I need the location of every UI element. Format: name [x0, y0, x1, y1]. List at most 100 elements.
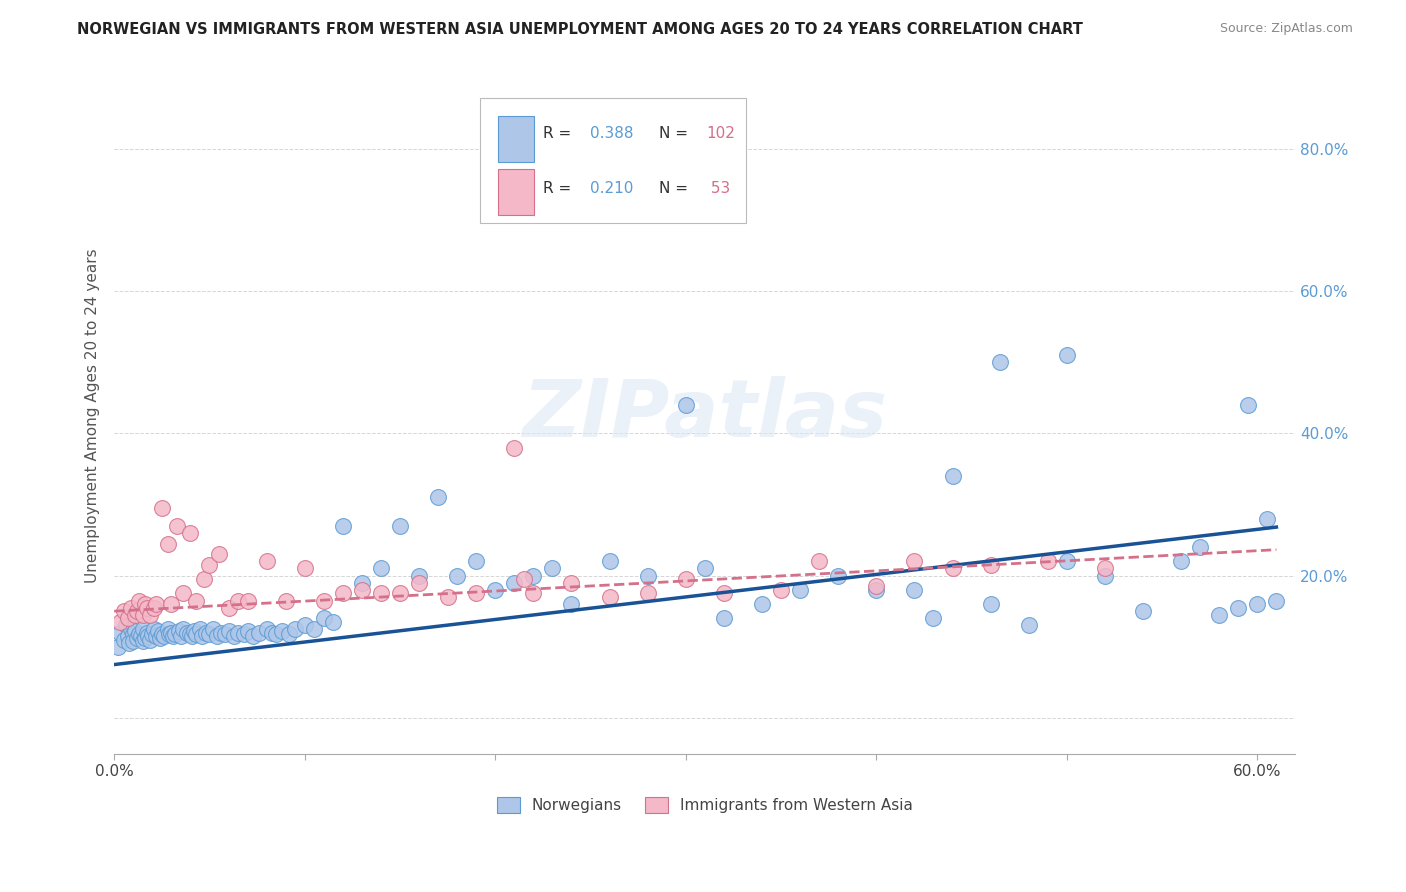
- Text: NORWEGIAN VS IMMIGRANTS FROM WESTERN ASIA UNEMPLOYMENT AMONG AGES 20 TO 24 YEARS: NORWEGIAN VS IMMIGRANTS FROM WESTERN ASI…: [77, 22, 1083, 37]
- Point: [156, 622, 179, 636]
- Point: [179, 525, 201, 540]
- Point: [176, 625, 198, 640]
- Point: [637, 586, 659, 600]
- Point: [117, 629, 139, 643]
- Point: [125, 604, 148, 618]
- Point: [138, 629, 160, 643]
- Point: [388, 518, 411, 533]
- Point: [202, 622, 225, 636]
- Point: [198, 558, 221, 572]
- Point: [183, 624, 205, 639]
- Point: [465, 554, 488, 568]
- Point: [350, 582, 373, 597]
- Point: [224, 629, 246, 643]
- Point: [436, 590, 458, 604]
- Text: N =: N =: [659, 126, 693, 141]
- Point: [118, 636, 141, 650]
- Point: [145, 629, 167, 643]
- Point: [1170, 554, 1192, 568]
- Point: [1246, 597, 1268, 611]
- Point: [332, 518, 354, 533]
- Point: [513, 572, 536, 586]
- Point: [226, 593, 249, 607]
- Point: [1208, 607, 1230, 622]
- Point: [980, 558, 1002, 572]
- Point: [232, 627, 254, 641]
- Point: [903, 554, 925, 568]
- Point: [159, 627, 181, 641]
- Point: [205, 629, 228, 643]
- Point: [312, 593, 335, 607]
- Point: [560, 597, 582, 611]
- Point: [181, 629, 204, 643]
- Point: [332, 586, 354, 600]
- Point: [713, 611, 735, 625]
- Point: [465, 586, 488, 600]
- Point: [484, 582, 506, 597]
- Point: [236, 624, 259, 639]
- Point: [149, 632, 172, 646]
- Point: [134, 597, 156, 611]
- Point: [1018, 618, 1040, 632]
- Point: [172, 622, 194, 636]
- Point: [256, 622, 278, 636]
- Point: [184, 627, 207, 641]
- Point: [865, 582, 887, 597]
- Point: [980, 597, 1002, 611]
- Point: [941, 561, 963, 575]
- Point: [160, 625, 183, 640]
- Text: Source: ZipAtlas.com: Source: ZipAtlas.com: [1219, 22, 1353, 36]
- Point: [132, 634, 155, 648]
- Point: [135, 600, 157, 615]
- Point: [1227, 600, 1250, 615]
- Point: [218, 600, 240, 615]
- Point: [599, 590, 621, 604]
- Point: [226, 625, 249, 640]
- Point: [198, 627, 221, 641]
- Text: 0.388: 0.388: [591, 126, 634, 141]
- Point: [599, 554, 621, 568]
- Point: [124, 607, 146, 622]
- Point: [770, 582, 793, 597]
- Point: [294, 618, 316, 632]
- Point: [156, 536, 179, 550]
- Point: [145, 597, 167, 611]
- Point: [209, 625, 232, 640]
- Point: [208, 547, 231, 561]
- Point: [122, 634, 145, 648]
- Point: [162, 629, 184, 643]
- Point: [322, 615, 344, 629]
- Point: [637, 568, 659, 582]
- Point: [191, 629, 214, 643]
- Point: [184, 593, 207, 607]
- Point: [408, 575, 430, 590]
- Point: [132, 622, 155, 636]
- Point: [108, 625, 131, 640]
- Point: [132, 607, 155, 622]
- Point: [188, 622, 211, 636]
- Point: [988, 355, 1011, 369]
- Point: [865, 579, 887, 593]
- Point: [160, 597, 183, 611]
- Point: [152, 629, 174, 643]
- Point: [108, 615, 131, 629]
- Point: [167, 624, 190, 639]
- FancyBboxPatch shape: [498, 116, 533, 162]
- Point: [304, 622, 326, 636]
- Point: [139, 632, 162, 647]
- Point: [112, 604, 135, 618]
- Point: [107, 640, 129, 654]
- Point: [146, 624, 169, 639]
- Point: [685, 128, 707, 142]
- Point: [294, 561, 316, 575]
- Point: [675, 398, 697, 412]
- Point: [1256, 511, 1278, 525]
- Point: [541, 561, 564, 575]
- Point: [446, 568, 468, 582]
- Legend: Norwegians, Immigrants from Western Asia: Norwegians, Immigrants from Western Asia: [496, 797, 912, 814]
- Point: [675, 572, 697, 586]
- Point: [1265, 593, 1288, 607]
- Point: [179, 627, 201, 641]
- Point: [112, 632, 135, 647]
- Text: R =: R =: [543, 181, 576, 196]
